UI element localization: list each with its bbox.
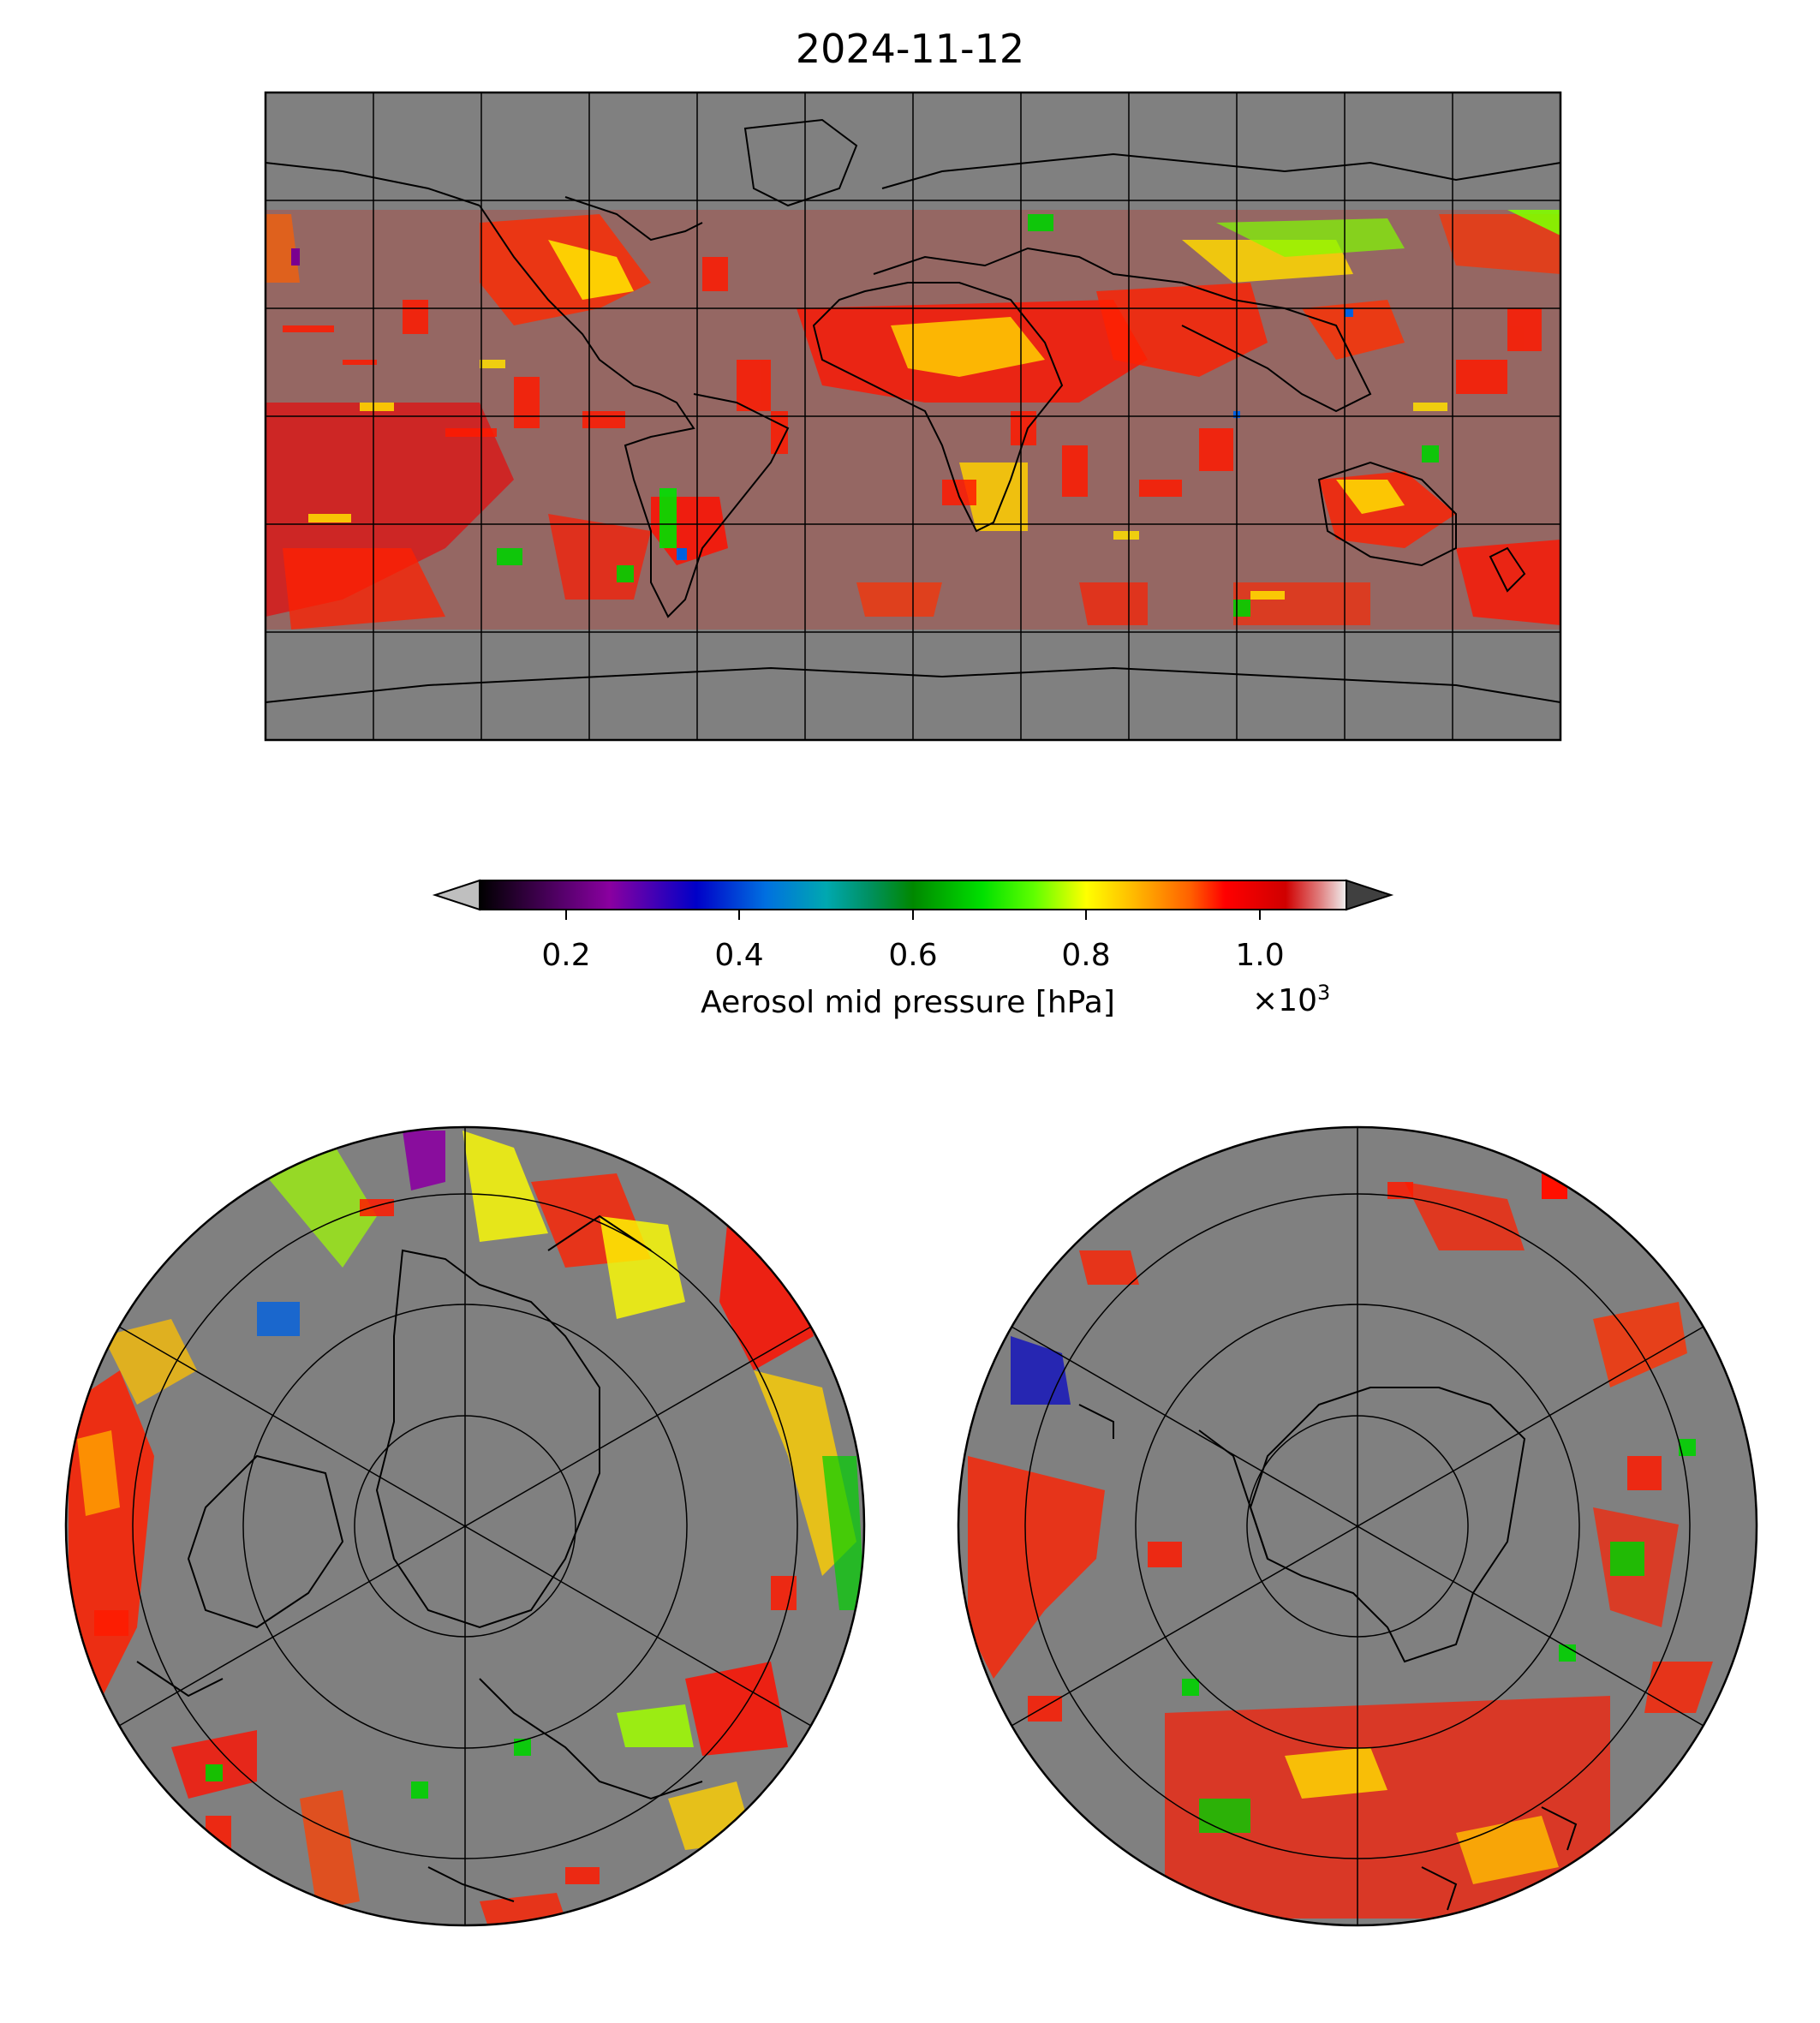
colorbar-tick-label: 0.4 xyxy=(714,938,764,973)
south-graticule xyxy=(1011,1127,1704,1925)
colorbar xyxy=(432,879,1394,920)
colorbar-multiplier: ×103 xyxy=(1252,981,1331,1018)
colorbar-tick-label: 0.6 xyxy=(888,938,938,973)
colorbar-ticks xyxy=(565,910,1261,920)
north-coastlines xyxy=(136,1214,703,1902)
colorbar-gradient xyxy=(480,880,1346,910)
colorbar-over-extension xyxy=(1346,879,1394,911)
global-map-frame xyxy=(264,91,1562,742)
north-graticule xyxy=(118,1127,812,1925)
global-gridlines xyxy=(266,92,1560,740)
colorbar-tick-label: 0.2 xyxy=(541,938,591,973)
map-title: 2024-11-12 xyxy=(795,26,1025,72)
colorbar-tick-label: 1.0 xyxy=(1235,938,1285,973)
south-coastlines xyxy=(1078,1387,1578,1911)
colorbar-under-extension xyxy=(432,879,480,911)
colorbar-tick-label: 0.8 xyxy=(1061,938,1111,973)
aerosol-data-south xyxy=(968,1165,1713,1919)
colorbar-label: Aerosol mid pressure [hPa] xyxy=(701,985,1115,1020)
north-polar-map xyxy=(64,1125,866,1927)
south-polar-map xyxy=(957,1125,1758,1927)
global-map xyxy=(264,91,1562,742)
